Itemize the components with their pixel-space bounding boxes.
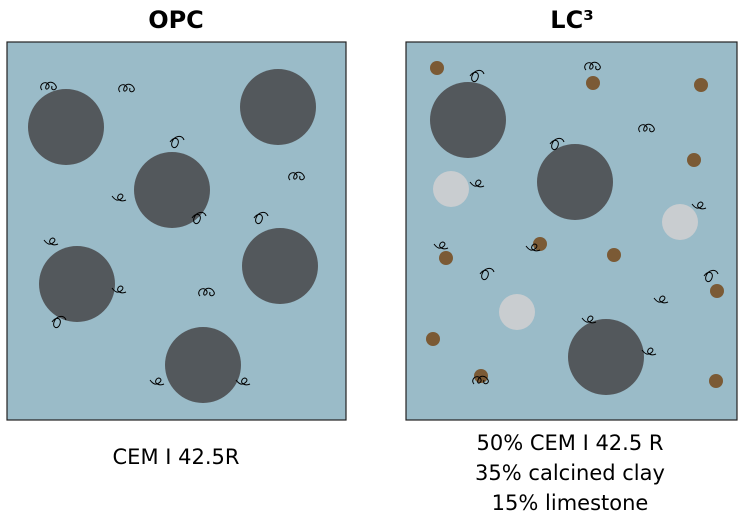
caption: 50% CEM I 42.5 R xyxy=(477,431,664,455)
panel-title: LC³ xyxy=(550,6,593,34)
caption: CEM I 42.5R xyxy=(113,445,240,469)
opc-panel xyxy=(7,42,346,420)
panel-title: OPC xyxy=(148,6,204,34)
caption: 15% limestone xyxy=(492,491,649,515)
caption: 35% calcined clay xyxy=(475,461,665,485)
diagram: OPC LC³ CEM I 42.5R 50% CEM I 42.5 xyxy=(0,0,738,523)
lc3-panel xyxy=(406,42,737,420)
